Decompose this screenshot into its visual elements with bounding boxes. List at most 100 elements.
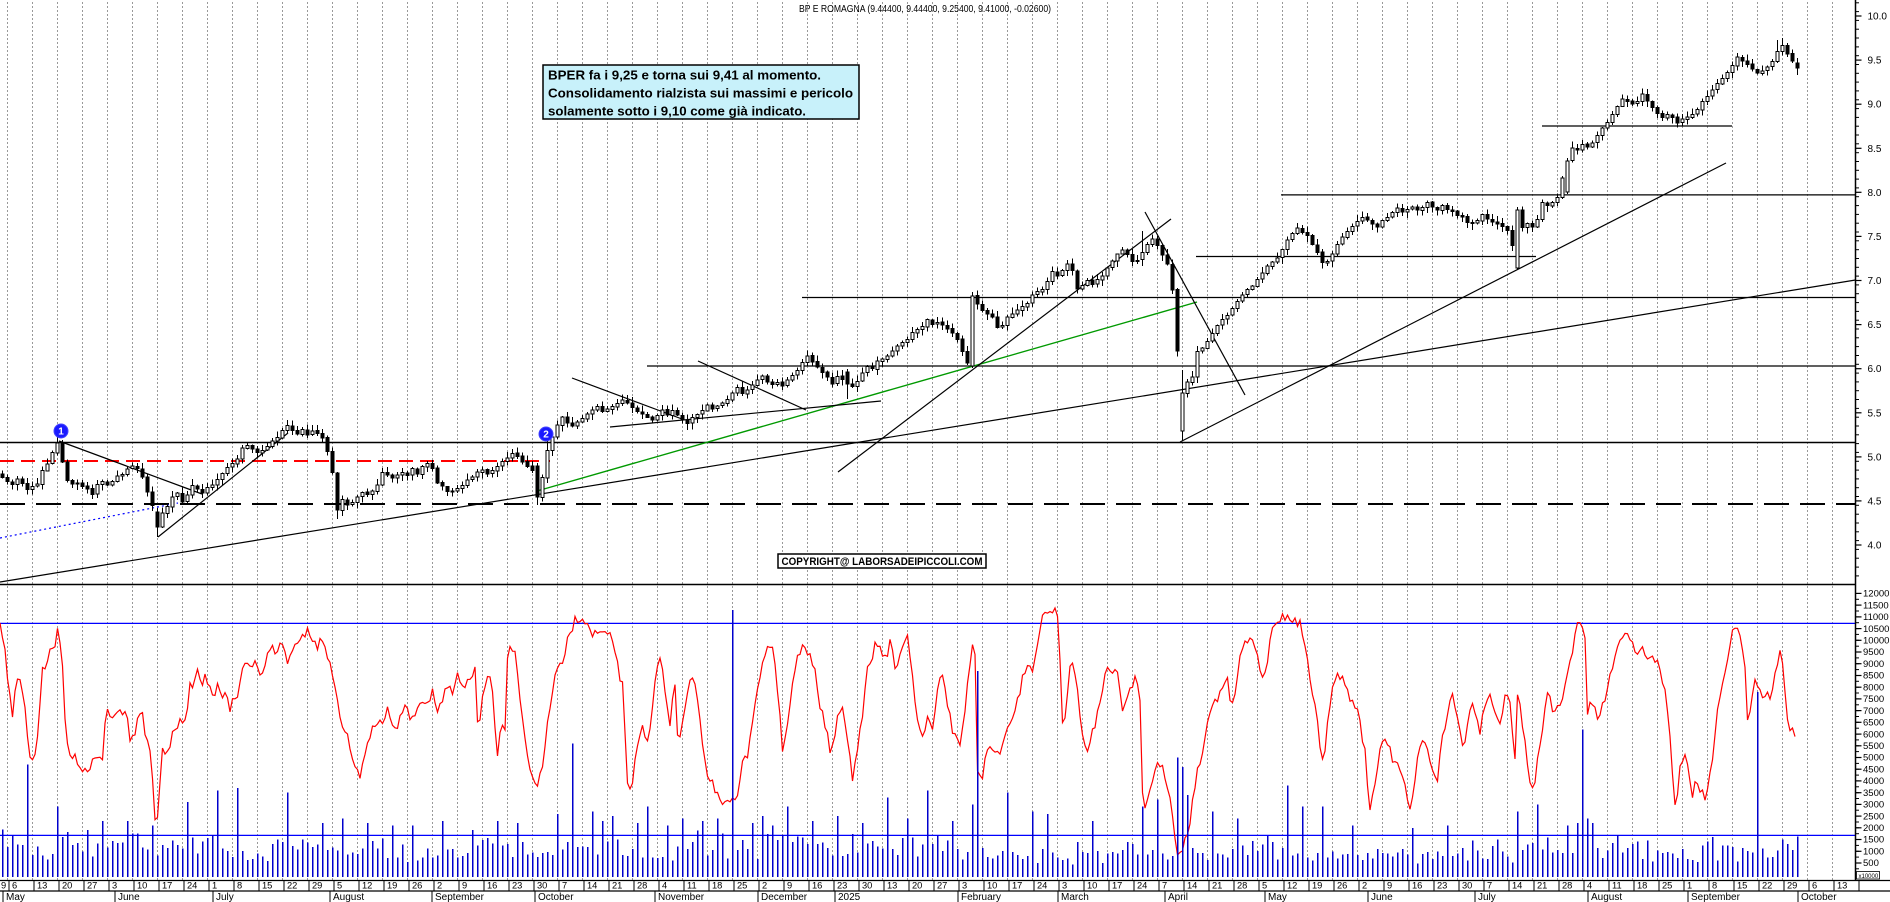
- svg-text:12000: 12000: [1863, 589, 1889, 600]
- svg-text:6.5: 6.5: [1868, 320, 1882, 331]
- svg-text:9000: 9000: [1863, 659, 1884, 670]
- svg-text:9: 9: [1, 881, 6, 891]
- svg-text:1500: 1500: [1863, 835, 1884, 846]
- svg-text:2: 2: [543, 430, 549, 441]
- svg-text:12: 12: [1287, 881, 1297, 891]
- svg-text:June: June: [1371, 892, 1393, 902]
- svg-text:7000: 7000: [1863, 706, 1884, 717]
- svg-text:6: 6: [12, 881, 17, 891]
- svg-text:21: 21: [612, 881, 622, 891]
- svg-text:9: 9: [462, 881, 467, 891]
- svg-text:19: 19: [1312, 881, 1322, 891]
- svg-text:29: 29: [1787, 881, 1797, 891]
- svg-text:8000: 8000: [1863, 682, 1884, 693]
- svg-text:21: 21: [1537, 881, 1547, 891]
- svg-text:28: 28: [1562, 881, 1572, 891]
- svg-text:8: 8: [237, 881, 242, 891]
- svg-text:10000: 10000: [1863, 636, 1889, 647]
- svg-text:May: May: [1268, 892, 1287, 902]
- svg-text:28: 28: [637, 881, 647, 891]
- svg-text:14: 14: [1187, 881, 1197, 891]
- svg-text:3500: 3500: [1863, 788, 1884, 799]
- svg-text:July: July: [216, 892, 234, 902]
- svg-text:October: October: [1801, 892, 1837, 902]
- svg-text:6000: 6000: [1863, 729, 1884, 740]
- svg-text:10.0: 10.0: [1868, 12, 1888, 23]
- svg-text:6500: 6500: [1863, 718, 1884, 729]
- svg-text:7.0: 7.0: [1868, 276, 1882, 287]
- svg-text:solamente sotto i 9,10 come gi: solamente sotto i 9,10 come già indicato…: [548, 104, 806, 119]
- svg-text:5.5: 5.5: [1868, 408, 1882, 419]
- svg-text:30: 30: [537, 881, 547, 891]
- svg-text:3000: 3000: [1863, 800, 1884, 811]
- svg-text:16: 16: [487, 881, 497, 891]
- svg-text:4: 4: [1587, 881, 1592, 891]
- svg-text:7500: 7500: [1863, 694, 1884, 705]
- svg-text:8.5: 8.5: [1868, 144, 1882, 155]
- svg-text:2: 2: [437, 881, 442, 891]
- svg-text:22: 22: [1762, 881, 1772, 891]
- svg-text:July: July: [1478, 892, 1496, 902]
- svg-text:20: 20: [912, 881, 922, 891]
- svg-text:23: 23: [1437, 881, 1447, 891]
- svg-text:August: August: [1591, 892, 1622, 902]
- svg-text:11500: 11500: [1863, 600, 1889, 611]
- svg-text:2: 2: [1362, 881, 1367, 891]
- svg-text:14: 14: [587, 881, 597, 891]
- svg-text:10: 10: [1087, 881, 1097, 891]
- svg-text:December: December: [761, 892, 808, 902]
- svg-text:4.5: 4.5: [1868, 496, 1882, 507]
- svg-text:9: 9: [1387, 881, 1392, 891]
- svg-text:26: 26: [1337, 881, 1347, 891]
- svg-text:5.0: 5.0: [1868, 452, 1882, 463]
- svg-text:10: 10: [137, 881, 147, 891]
- svg-text:7: 7: [1162, 881, 1167, 891]
- svg-text:BPER fa i 9,25 e torna sui 9,4: BPER fa i 9,25 e torna sui 9,41 al momen…: [548, 68, 821, 83]
- svg-text:23: 23: [837, 881, 847, 891]
- svg-text:2500: 2500: [1863, 811, 1884, 822]
- svg-text:February: February: [961, 892, 1001, 902]
- svg-text:August: August: [333, 892, 364, 902]
- svg-text:3: 3: [112, 881, 117, 891]
- svg-text:4500: 4500: [1863, 764, 1884, 775]
- svg-text:17: 17: [1012, 881, 1022, 891]
- svg-text:April: April: [1168, 892, 1188, 902]
- svg-text:5: 5: [1262, 881, 1267, 891]
- svg-text:5000: 5000: [1863, 753, 1884, 764]
- svg-text:Consolidamento rialzista sui m: Consolidamento rialzista sui massimi e p…: [548, 86, 853, 101]
- svg-text:3: 3: [1062, 881, 1067, 891]
- svg-text:14: 14: [1512, 881, 1522, 891]
- svg-text:4000: 4000: [1863, 776, 1884, 787]
- svg-text:15: 15: [262, 881, 272, 891]
- svg-text:25: 25: [1662, 881, 1672, 891]
- svg-text:2: 2: [762, 881, 767, 891]
- svg-text:September: September: [1691, 892, 1741, 902]
- svg-text:11: 11: [1612, 881, 1622, 891]
- svg-text:23: 23: [512, 881, 522, 891]
- svg-text:October: October: [538, 892, 574, 902]
- svg-text:25: 25: [737, 881, 747, 891]
- svg-text:4.0: 4.0: [1868, 541, 1882, 552]
- svg-text:21: 21: [1212, 881, 1222, 891]
- svg-text:17: 17: [1112, 881, 1122, 891]
- svg-text:24: 24: [1037, 881, 1047, 891]
- svg-text:8.0: 8.0: [1868, 188, 1882, 199]
- svg-text:6: 6: [1812, 881, 1817, 891]
- svg-text:20: 20: [62, 881, 72, 891]
- svg-text:9.5: 9.5: [1868, 56, 1882, 67]
- svg-text:10: 10: [987, 881, 997, 891]
- svg-text:17: 17: [162, 881, 172, 891]
- svg-text:1000: 1000: [1863, 847, 1884, 858]
- svg-text:9500: 9500: [1863, 647, 1884, 658]
- svg-text:28: 28: [1237, 881, 1247, 891]
- svg-text:March: March: [1061, 892, 1089, 902]
- svg-text:7: 7: [1487, 881, 1492, 891]
- svg-text:8: 8: [1712, 881, 1717, 891]
- svg-text:BP E ROMAGNA (9.44400, 9.44400: BP E ROMAGNA (9.44400, 9.44400, 9.25400,…: [799, 3, 1051, 15]
- svg-text:5500: 5500: [1863, 741, 1884, 752]
- svg-text:2025: 2025: [838, 892, 861, 902]
- svg-text:12: 12: [362, 881, 372, 891]
- svg-text:27: 27: [937, 881, 947, 891]
- svg-text:19: 19: [387, 881, 397, 891]
- svg-text:18: 18: [1637, 881, 1647, 891]
